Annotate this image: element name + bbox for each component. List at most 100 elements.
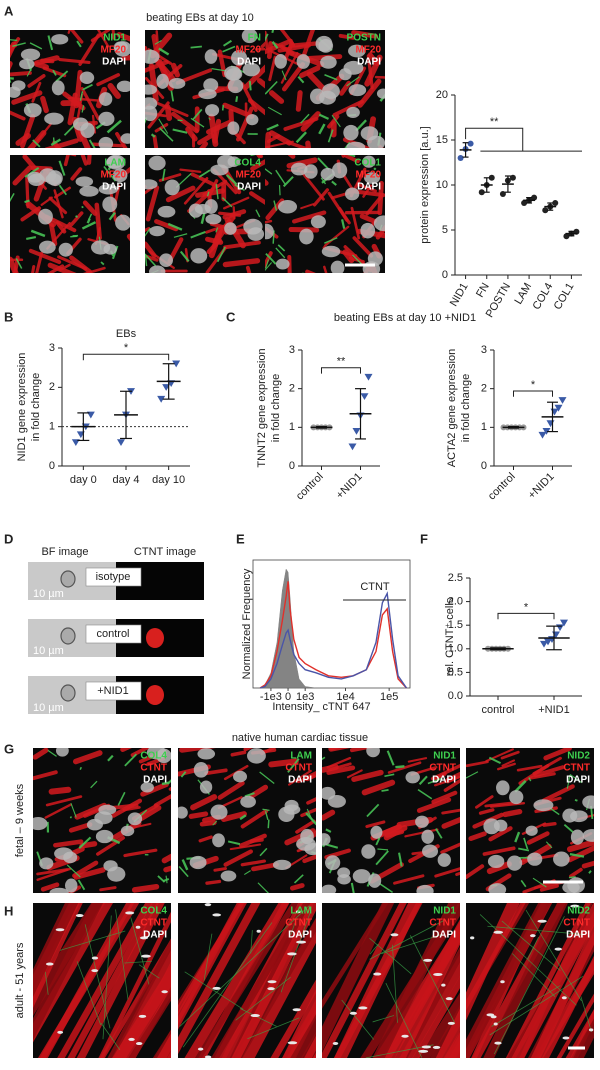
green-signal	[588, 870, 592, 874]
red-signal	[190, 172, 220, 189]
nucleus	[343, 124, 359, 141]
nucleus	[240, 795, 256, 808]
green-signal	[235, 96, 239, 103]
muscle-fiber	[574, 1017, 594, 1058]
panel-label: B	[4, 309, 13, 324]
red-signal	[199, 820, 217, 827]
red-signal	[153, 794, 171, 808]
nucleus	[274, 53, 287, 69]
red-signal	[223, 849, 253, 867]
red-signal	[243, 748, 253, 752]
x-tick-label: FN	[474, 281, 492, 300]
nucleus	[106, 155, 124, 169]
green-signal	[378, 882, 393, 893]
red-signal	[366, 54, 374, 90]
muscle-fiber	[211, 903, 312, 1058]
nucleus	[79, 185, 99, 197]
data-point	[546, 420, 555, 428]
y-tick-label: 0	[442, 269, 448, 281]
red-signal	[145, 45, 148, 63]
red-signal	[154, 219, 179, 232]
nucleus	[376, 88, 385, 99]
red-signal	[254, 47, 265, 51]
green-signal	[580, 996, 592, 1033]
nucleus	[310, 215, 326, 229]
significance: **	[490, 116, 499, 128]
nucleus	[138, 1014, 147, 1018]
red-signal	[361, 779, 396, 796]
red-signal	[240, 859, 266, 867]
nucleus	[58, 242, 73, 257]
x-tick-label: COL4	[531, 281, 556, 312]
green-signal	[346, 76, 360, 87]
channel-label: NID1	[433, 906, 456, 917]
green-signal	[265, 33, 269, 42]
green-signal	[179, 250, 190, 262]
green-signal	[272, 230, 275, 244]
red-signal	[31, 264, 36, 273]
panel-label: F	[420, 531, 428, 546]
green-signal	[190, 230, 206, 239]
green-signal	[514, 779, 527, 793]
red-signal	[352, 236, 374, 258]
red-signal	[222, 258, 261, 268]
red-signal	[148, 63, 159, 103]
muscle-fiber	[270, 979, 316, 1058]
nucleus	[537, 919, 547, 923]
red-signal	[516, 764, 543, 772]
green-signal	[221, 197, 233, 208]
green-signal	[545, 841, 553, 849]
green-signal	[145, 253, 157, 267]
nucleus	[94, 811, 113, 825]
green-signal	[331, 114, 341, 128]
channel-label: COL4	[140, 906, 167, 917]
channel-label: DAPI	[357, 182, 381, 193]
red-signal	[323, 265, 328, 273]
nucleus	[247, 227, 265, 241]
red-signal	[164, 104, 173, 122]
nucleus	[113, 41, 128, 53]
nucleus	[373, 215, 385, 232]
green-signal	[58, 184, 67, 196]
red-signal	[155, 101, 189, 117]
green-signal	[226, 174, 238, 186]
nucleus	[445, 997, 453, 1001]
green-signal	[381, 934, 442, 955]
nucleus	[346, 141, 366, 148]
channel-label: DAPI	[288, 930, 312, 941]
green-signal	[69, 816, 73, 819]
nucleus	[275, 258, 290, 270]
green-signal	[145, 254, 148, 267]
muscle-fiber	[594, 893, 600, 1068]
red-signal	[359, 213, 377, 224]
green-signal	[234, 184, 245, 192]
red-signal	[115, 132, 128, 148]
nucleus	[205, 213, 222, 225]
green-signal	[212, 820, 218, 826]
nucleus	[227, 121, 240, 135]
red-signal	[220, 811, 247, 822]
nucleus	[135, 925, 141, 929]
red-signal	[328, 762, 352, 772]
nucleus	[51, 34, 69, 45]
red-signal	[27, 130, 47, 148]
red-signal	[154, 123, 169, 133]
column-header: CTNT image	[134, 546, 196, 558]
green-signal	[318, 113, 329, 120]
data-point	[509, 174, 516, 181]
green-signal	[511, 953, 556, 997]
red-signal	[441, 816, 460, 829]
red-signal	[10, 71, 32, 77]
nucleus	[45, 962, 54, 966]
y-tick-label: 3	[289, 344, 295, 356]
nucleus	[494, 1041, 502, 1045]
significance: **	[337, 356, 346, 368]
nucleus	[421, 829, 435, 844]
green-signal	[59, 930, 126, 951]
nucleus	[487, 854, 505, 869]
row-label: fetal – 9 weeks	[14, 783, 26, 857]
red-signal	[126, 233, 130, 242]
y-tick-label: 2	[481, 383, 487, 395]
red-signal	[566, 839, 594, 853]
red-signal	[240, 809, 269, 829]
